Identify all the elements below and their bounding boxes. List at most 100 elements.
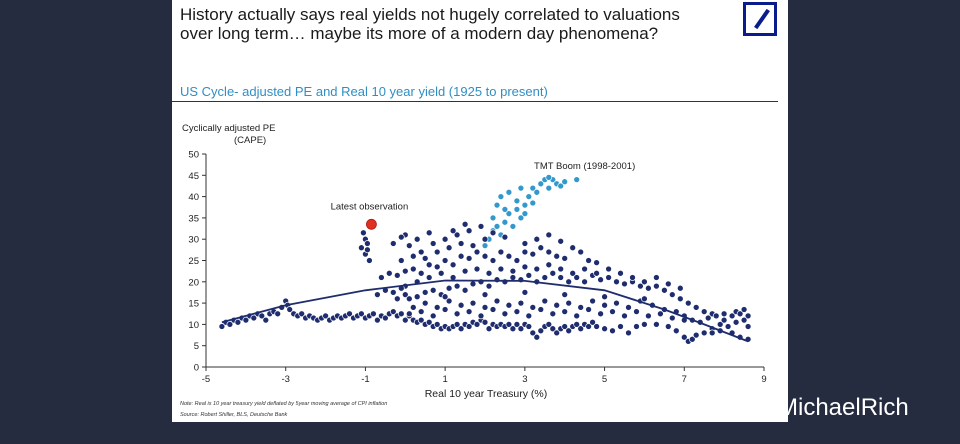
data-point [557, 182, 565, 190]
data-point [218, 323, 226, 330]
data-point [676, 284, 684, 292]
data-point [716, 321, 724, 328]
data-point [497, 193, 505, 200]
data-point [645, 284, 652, 292]
data-point [473, 248, 481, 256]
data-point [541, 274, 549, 281]
data-point [553, 252, 561, 260]
data-point [417, 248, 425, 256]
data-point [409, 304, 417, 311]
data-point [744, 323, 752, 330]
data-point [449, 274, 457, 281]
y-tick-label: 30 [188, 235, 199, 246]
data-point [537, 244, 545, 252]
data-point [389, 240, 397, 247]
chart-note: Note: Real is 10 year treasury yield def… [180, 401, 388, 407]
data-point [501, 233, 509, 241]
data-point [461, 220, 469, 228]
data-point [505, 188, 513, 196]
data-point [561, 291, 569, 298]
data-point [549, 325, 557, 333]
data-point [661, 286, 668, 294]
data-point [525, 323, 533, 330]
data-point [489, 214, 497, 222]
data-point [397, 310, 405, 318]
data-point [633, 308, 640, 315]
data-point [601, 293, 608, 301]
data-point [457, 240, 465, 247]
data-point [593, 259, 600, 266]
data-point [521, 289, 529, 296]
data-point [441, 257, 449, 264]
data-point [605, 265, 612, 273]
data-point [429, 240, 437, 247]
data-point [521, 240, 529, 247]
data-point [533, 265, 541, 273]
data-point [421, 255, 429, 262]
data-point [405, 310, 413, 318]
data-point [585, 323, 592, 330]
data-point [664, 323, 672, 330]
data-point [613, 299, 620, 307]
data-point [477, 312, 485, 320]
data-point [449, 227, 457, 235]
data-point [374, 291, 381, 298]
data-point [537, 180, 545, 188]
data-point [736, 310, 744, 318]
data-point [573, 312, 581, 320]
data-point [700, 329, 708, 337]
watermark: MichaelRich [744, 392, 909, 424]
data-point [521, 201, 529, 209]
data-point [425, 318, 433, 326]
data-point [653, 282, 660, 290]
data-point [573, 321, 581, 328]
data-point [445, 244, 453, 252]
data-point [565, 299, 573, 307]
data-point [517, 276, 525, 284]
data-point [589, 297, 596, 305]
data-point [421, 289, 429, 296]
data-point [561, 255, 569, 262]
data-point [680, 333, 688, 341]
data-point [597, 276, 604, 284]
data-point [573, 274, 581, 281]
data-point [505, 321, 513, 328]
data-point [704, 314, 712, 322]
data-point [417, 308, 425, 315]
data-point [637, 282, 644, 290]
x-tick-label: -3 [281, 374, 289, 385]
data-point [370, 310, 377, 318]
data-point [529, 199, 537, 207]
x-tick-label: 3 [522, 374, 527, 385]
data-point [549, 269, 557, 277]
data-point [481, 304, 489, 311]
y-tick-label: 50 [188, 150, 199, 161]
data-point [601, 301, 608, 309]
y-tick-label: 0 [194, 363, 199, 374]
data-point [481, 252, 489, 260]
data-point [477, 278, 485, 286]
data-point [593, 269, 600, 277]
data-point [557, 237, 565, 245]
data-point [621, 280, 628, 288]
data-point [322, 312, 329, 320]
data-point [433, 263, 441, 271]
data-point [545, 184, 553, 192]
data-point [664, 280, 672, 288]
data-point [740, 316, 748, 324]
data-point [645, 312, 652, 320]
data-point [569, 244, 577, 252]
data-point [625, 304, 632, 311]
data-point [501, 278, 509, 286]
data-point [405, 242, 413, 249]
data-point [493, 297, 501, 305]
data-point [389, 308, 397, 315]
data-point [493, 223, 501, 230]
data-point [401, 267, 409, 275]
data-point [521, 263, 529, 271]
y-axis-label-line-1: Cyclically adjusted PE [182, 123, 275, 134]
data-point [433, 248, 441, 256]
data-point [557, 265, 565, 273]
data-point [672, 327, 680, 335]
x-tick-label: 1 [442, 374, 447, 385]
